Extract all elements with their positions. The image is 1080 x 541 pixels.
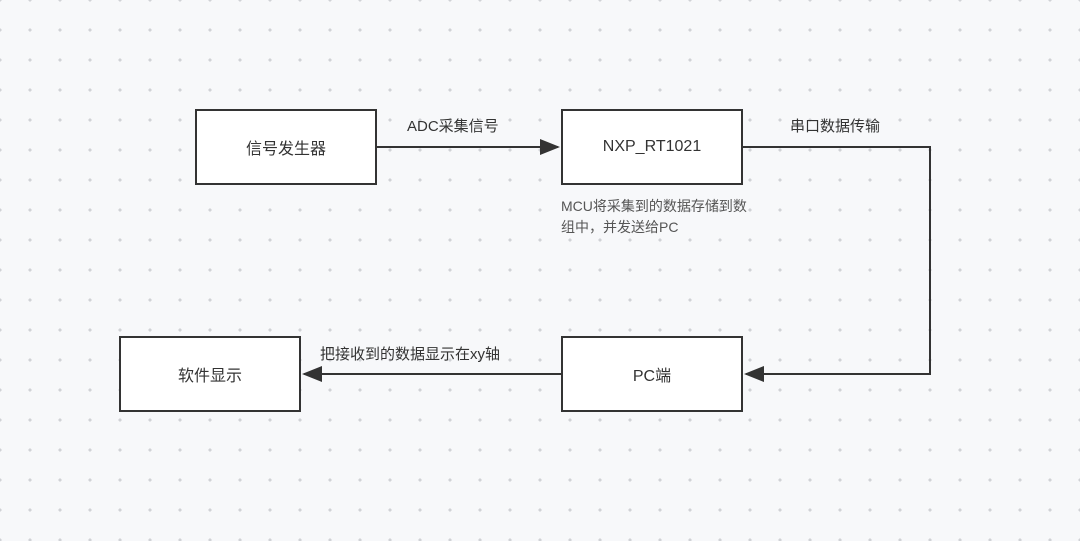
edge-label-adc: ADC采集信号 (407, 115, 499, 136)
node-nxp-rt1021: NXP_RT1021 (561, 109, 743, 185)
note-mcu: MCU将采集到的数据存储到数 组中，并发送给PC (561, 196, 791, 238)
edges-svg (0, 0, 1080, 541)
node-label: NXP_RT1021 (603, 138, 701, 156)
node-pc: PC端 (561, 336, 743, 412)
note-line: 组中，并发送给PC (561, 217, 791, 238)
edge-label-serial: 串口数据传输 (790, 115, 880, 136)
node-label: PC端 (633, 362, 671, 386)
node-label: 信号发生器 (246, 135, 326, 159)
node-label: 软件显示 (178, 362, 242, 386)
edge-label-display: 把接收到的数据显示在xy轴 (320, 343, 500, 364)
note-line: MCU将采集到的数据存储到数 (561, 196, 791, 217)
node-software-display: 软件显示 (119, 336, 301, 412)
node-signal-generator: 信号发生器 (195, 109, 377, 185)
edge-serial (743, 147, 930, 374)
